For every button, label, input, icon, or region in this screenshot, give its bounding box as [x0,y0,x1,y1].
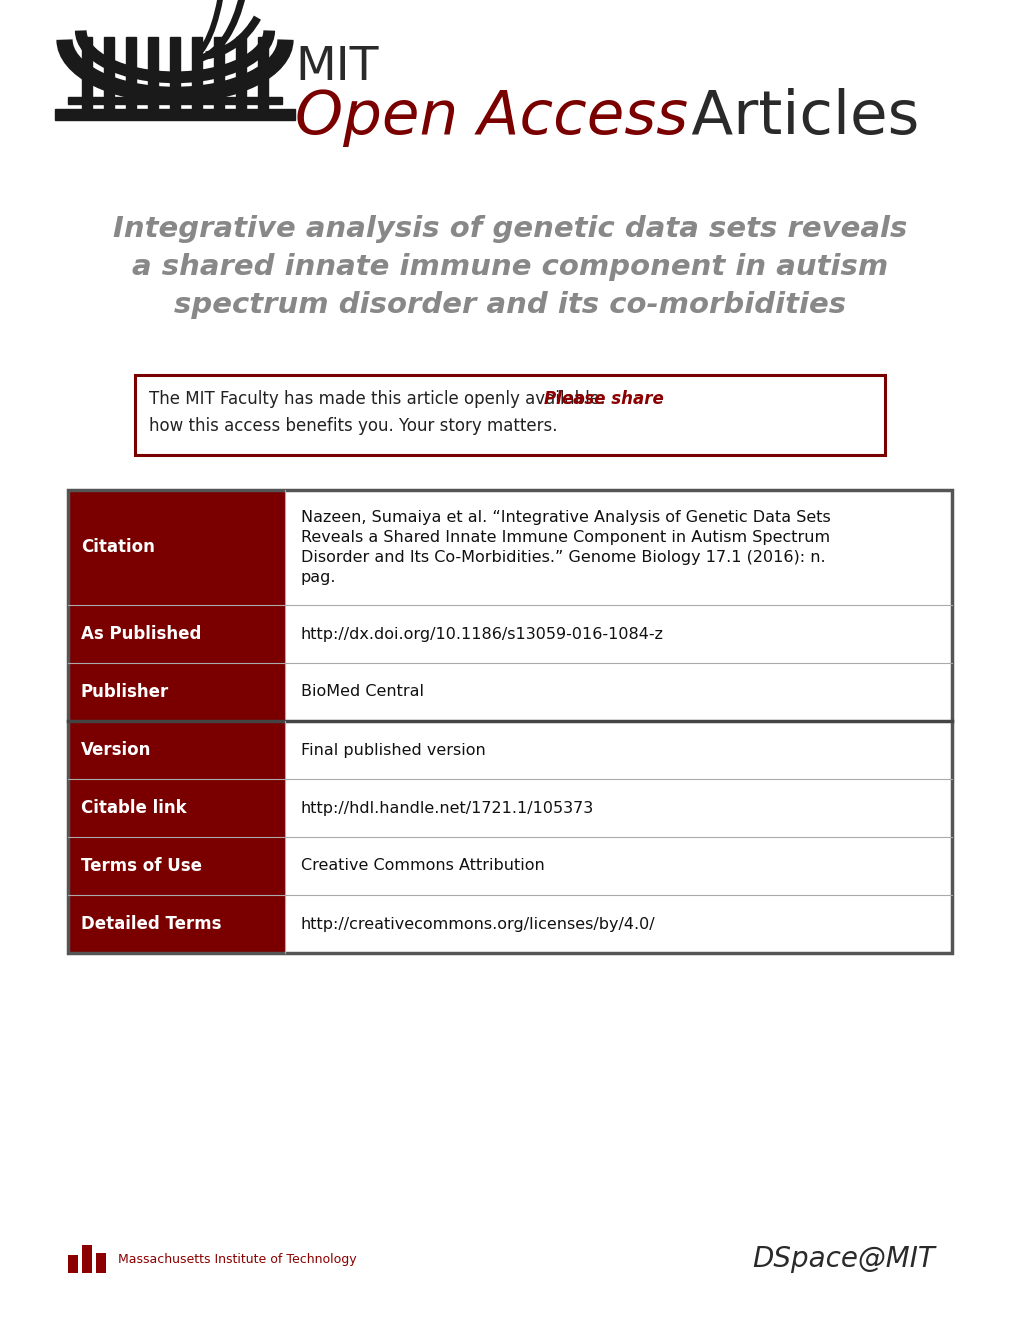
Text: Creative Commons Attribution: Creative Commons Attribution [301,858,544,874]
Bar [284,721,951,779]
Bar [258,37,267,108]
Point [278,945,290,961]
Bar [83,37,92,108]
Point [278,829,290,845]
Text: DSpace@MIT: DSpace@MIT [751,1245,934,1272]
Bar [284,490,951,605]
Bar [68,1255,77,1272]
Bar [104,37,114,108]
Bar [68,490,951,953]
Text: Integrative analysis of genetic data sets reveals: Integrative analysis of genetic data set… [113,215,906,243]
Bar [96,1253,106,1272]
Text: Final published version: Final published version [301,742,485,758]
Text: spectrum disorder and its co-morbidities: spectrum disorder and its co-morbidities [174,290,845,319]
Text: Nazeen, Sumaiya et al. “Integrative Analysis of Genetic Data Sets
Reveals a Shar: Nazeen, Sumaiya et al. “Integrative Anal… [301,511,829,585]
Text: Publisher: Publisher [81,682,169,701]
Bar [67,96,282,104]
Text: a shared innate immune component in autism: a shared innate immune component in auti… [131,253,888,281]
Bar [126,37,136,108]
Text: http://creativecommons.org/licenses/by/4.0/: http://creativecommons.org/licenses/by/4… [301,916,654,932]
Text: Please share: Please share [543,389,663,408]
Text: Terms of Use: Terms of Use [81,857,202,875]
Bar [284,895,951,953]
Point [278,713,290,729]
Point [278,771,290,787]
Bar [192,37,202,108]
Bar [68,895,284,953]
Text: Citation: Citation [81,539,155,557]
Point [278,482,290,498]
Text: http://dx.doi.org/10.1186/s13059-016-1084-z: http://dx.doi.org/10.1186/s13059-016-108… [301,627,663,642]
Bar [284,663,951,721]
Bar [68,605,284,663]
Point [278,829,290,845]
Text: Articles: Articles [672,88,918,147]
Bar [148,37,158,108]
Text: Massachusetts Institute of Technology: Massachusetts Institute of Technology [118,1253,357,1266]
Bar [214,37,223,108]
Point [278,597,290,612]
Bar [55,108,294,120]
Bar [68,721,284,779]
Bar [82,1245,92,1272]
Text: how this access benefits you. Your story matters.: how this access benefits you. Your story… [149,417,557,436]
Bar [170,37,179,108]
Text: Detailed Terms: Detailed Terms [81,915,221,933]
Text: MIT: MIT [294,45,378,90]
Bar [284,779,951,837]
Bar [235,37,246,108]
Point [278,597,290,612]
Text: Citable link: Citable link [81,799,186,817]
Text: As Published: As Published [81,624,201,643]
Point [278,655,290,671]
Text: BioMed Central: BioMed Central [301,685,423,700]
Bar [68,663,284,721]
Text: http://hdl.handle.net/1721.1/105373: http://hdl.handle.net/1721.1/105373 [301,800,593,816]
Point [278,771,290,787]
Point [278,887,290,903]
Bar [135,375,884,455]
Bar [284,605,951,663]
Text: Version: Version [81,741,151,759]
Bar [68,779,284,837]
Point [278,655,290,671]
Text: Open Access: Open Access [294,88,688,147]
Bar [284,837,951,895]
Point [278,887,290,903]
Point [278,713,290,729]
Bar [68,490,284,605]
Bar [68,837,284,895]
Text: The MIT Faculty has made this article openly available.: The MIT Faculty has made this article op… [149,389,610,408]
